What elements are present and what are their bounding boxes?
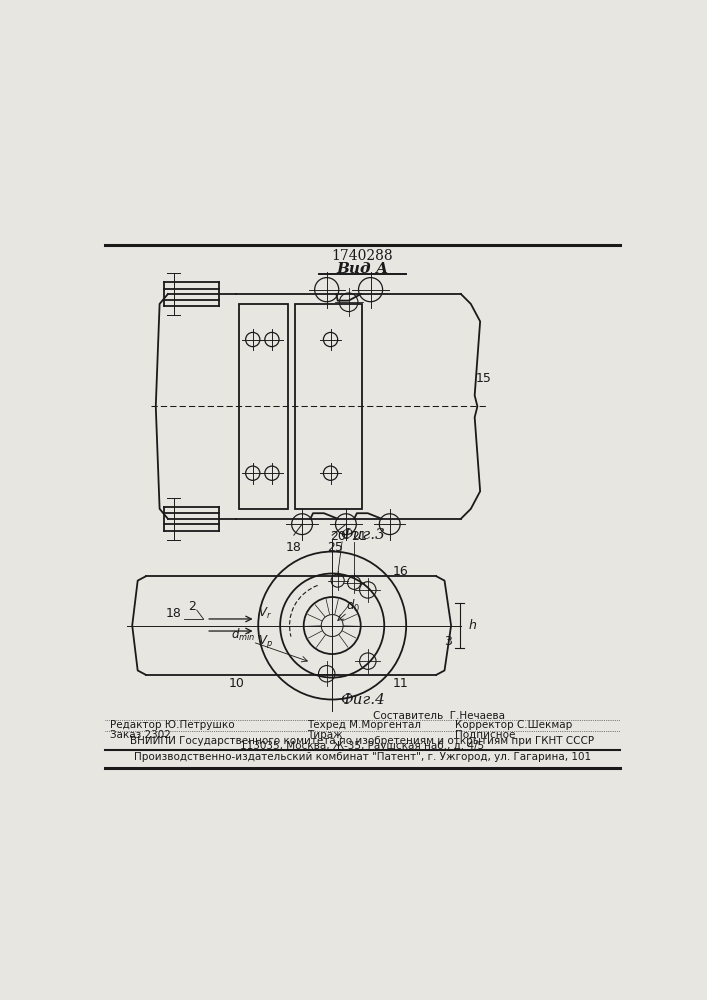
Text: 20: 20 bbox=[329, 530, 346, 543]
Text: $d_0$: $d_0$ bbox=[346, 598, 360, 614]
Text: 10: 10 bbox=[228, 677, 244, 690]
Text: 21: 21 bbox=[351, 530, 366, 543]
Text: $d_{min}$: $d_{min}$ bbox=[231, 627, 255, 643]
Text: Подписное: Подписное bbox=[455, 730, 516, 740]
Text: 16: 16 bbox=[393, 565, 409, 578]
Text: Фиг.3: Фиг.3 bbox=[340, 528, 385, 542]
Text: 18: 18 bbox=[286, 541, 302, 554]
Text: 1740288: 1740288 bbox=[332, 249, 393, 263]
Text: Корректор С.Шекмар: Корректор С.Шекмар bbox=[455, 720, 573, 730]
Text: Заказ 2302: Заказ 2302 bbox=[110, 730, 171, 740]
Text: Фиг.4: Фиг.4 bbox=[340, 693, 385, 707]
Text: 18: 18 bbox=[165, 607, 181, 620]
Text: 15: 15 bbox=[476, 372, 492, 385]
Text: ВНИИПИ Государственного комитета по изобретениям и открытиям при ГКНТ СССР: ВНИИПИ Государственного комитета по изоб… bbox=[130, 736, 595, 746]
Text: Техред М.Моргентал: Техред М.Моргентал bbox=[308, 720, 421, 730]
Text: 2: 2 bbox=[189, 600, 197, 613]
Text: $V_r$: $V_r$ bbox=[258, 606, 272, 621]
Bar bbox=[295, 304, 362, 509]
Text: Редактор Ю.Петрушко: Редактор Ю.Петрушко bbox=[110, 720, 235, 730]
Bar bbox=[239, 304, 288, 509]
Text: 3: 3 bbox=[445, 635, 452, 648]
Text: Производственно-издательский комбинат "Патент", г. Ужгород, ул. Гагарина, 101: Производственно-издательский комбинат "П… bbox=[134, 752, 591, 762]
Text: h: h bbox=[468, 619, 476, 632]
Text: 25: 25 bbox=[327, 541, 343, 554]
Text: 11: 11 bbox=[393, 677, 409, 690]
Text: Вид А: Вид А bbox=[337, 262, 388, 276]
Text: Составитель  Г.Нечаева: Составитель Г.Нечаева bbox=[373, 711, 506, 721]
Text: $V_p$: $V_p$ bbox=[258, 633, 273, 650]
Text: 113035, Москва, Ж-35, Раушская наб., д. 4/5: 113035, Москва, Ж-35, Раушская наб., д. … bbox=[240, 741, 484, 751]
Text: Тираж: Тираж bbox=[308, 730, 343, 740]
